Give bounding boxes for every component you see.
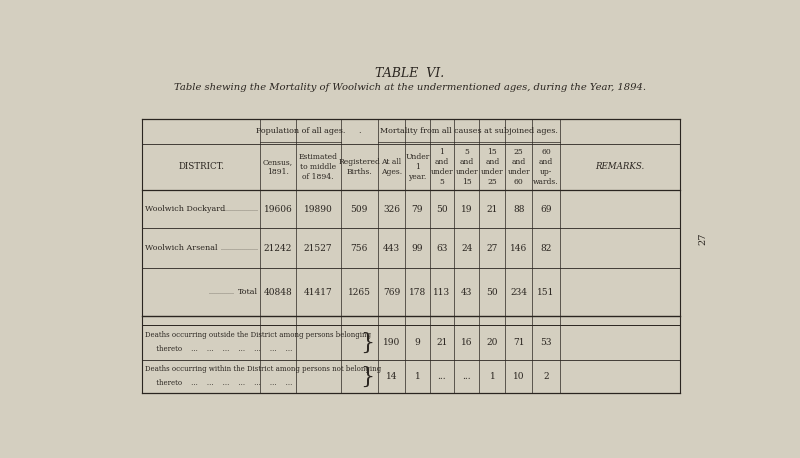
Text: 24: 24 (461, 244, 473, 253)
Text: 60
and
up-
wards.: 60 and up- wards. (534, 147, 559, 186)
Text: 146: 146 (510, 244, 527, 253)
Text: 1
and
under
5: 1 and under 5 (430, 147, 454, 186)
Text: REMARKS.: REMARKS. (595, 162, 645, 171)
Text: 50: 50 (436, 205, 448, 213)
Text: 19: 19 (461, 205, 473, 213)
Text: Under
1
year.: Under 1 year. (406, 153, 430, 181)
Text: }: } (361, 365, 374, 387)
Text: At all
Ages.: At all Ages. (381, 158, 402, 176)
Text: Woolwich Dockyard: Woolwich Dockyard (145, 205, 225, 213)
Text: Deaths occurring within the District among persons not belonging: Deaths occurring within the District amo… (145, 365, 381, 373)
Text: thereto    ...    ...    ...    ...    ...    ...    ...: thereto ... ... ... ... ... ... ... (145, 379, 292, 387)
Text: Population of all ages.: Population of all ages. (255, 127, 345, 136)
Text: 27: 27 (698, 232, 708, 245)
Text: 14: 14 (386, 372, 397, 381)
Text: 21: 21 (486, 205, 498, 213)
Text: ...................: ................... (220, 207, 258, 212)
Text: 9: 9 (414, 338, 420, 347)
Text: 769: 769 (382, 288, 400, 297)
Text: 27: 27 (486, 244, 498, 253)
Text: DISTRICT.: DISTRICT. (178, 162, 224, 171)
Text: thereto    ...    ...    ...    ...    ...    ...    ...: thereto ... ... ... ... ... ... ... (145, 345, 292, 353)
Text: 19606: 19606 (263, 205, 292, 213)
Text: .: . (358, 127, 361, 136)
Text: 40848: 40848 (263, 288, 292, 297)
Text: 88: 88 (513, 205, 525, 213)
Text: Census,
1891.: Census, 1891. (263, 158, 293, 176)
Text: 79: 79 (412, 205, 423, 213)
Text: 82: 82 (541, 244, 552, 253)
Text: 15
and
under
25: 15 and under 25 (481, 147, 504, 186)
Text: 21527: 21527 (304, 244, 333, 253)
Text: 5
and
under
15: 5 and under 15 (455, 147, 478, 186)
Text: 71: 71 (513, 338, 525, 347)
Text: 190: 190 (382, 338, 400, 347)
Text: 63: 63 (436, 244, 448, 253)
Text: Estimated
to middle
of 1894.: Estimated to middle of 1894. (298, 153, 338, 181)
Text: 1: 1 (490, 372, 495, 381)
Text: ...: ... (462, 372, 471, 381)
Text: 2: 2 (543, 372, 549, 381)
Text: TABLE  VI.: TABLE VI. (375, 67, 445, 80)
Text: 21242: 21242 (264, 244, 292, 253)
Text: 50: 50 (486, 288, 498, 297)
Text: 99: 99 (412, 244, 423, 253)
Text: 1265: 1265 (348, 288, 370, 297)
Text: 53: 53 (540, 338, 552, 347)
Text: 20: 20 (486, 338, 498, 347)
Text: 756: 756 (350, 244, 368, 253)
Text: Mortality from all causes at subjoined ages.: Mortality from all causes at subjoined a… (380, 127, 558, 136)
Text: 41417: 41417 (304, 288, 333, 297)
Text: Total: Total (238, 288, 258, 296)
Text: 509: 509 (350, 205, 368, 213)
Text: 69: 69 (540, 205, 552, 213)
Text: Registered
Births.: Registered Births. (338, 158, 380, 176)
Text: 21: 21 (436, 338, 448, 347)
Text: 10: 10 (513, 372, 525, 381)
Text: 326: 326 (383, 205, 400, 213)
Text: ...: ... (438, 372, 446, 381)
Text: Woolwich Arsenal: Woolwich Arsenal (145, 245, 217, 252)
Text: 234: 234 (510, 288, 527, 297)
Text: 443: 443 (383, 244, 400, 253)
Text: 16: 16 (461, 338, 473, 347)
Text: 151: 151 (538, 288, 554, 297)
Text: 19890: 19890 (304, 205, 333, 213)
Text: 113: 113 (434, 288, 450, 297)
Text: 1: 1 (414, 372, 420, 381)
Text: ...................: ................... (220, 246, 258, 251)
Text: .............: ............. (208, 289, 234, 294)
Text: 178: 178 (409, 288, 426, 297)
Text: 25
and
under
60: 25 and under 60 (507, 147, 530, 186)
Text: }: } (361, 332, 374, 354)
Text: Table shewing the Mortality of Woolwich at the undermentioned ages, during the Y: Table shewing the Mortality of Woolwich … (174, 83, 646, 92)
Text: 43: 43 (461, 288, 473, 297)
Text: Deaths occurring outside the District among persons belonging: Deaths occurring outside the District am… (145, 331, 370, 339)
